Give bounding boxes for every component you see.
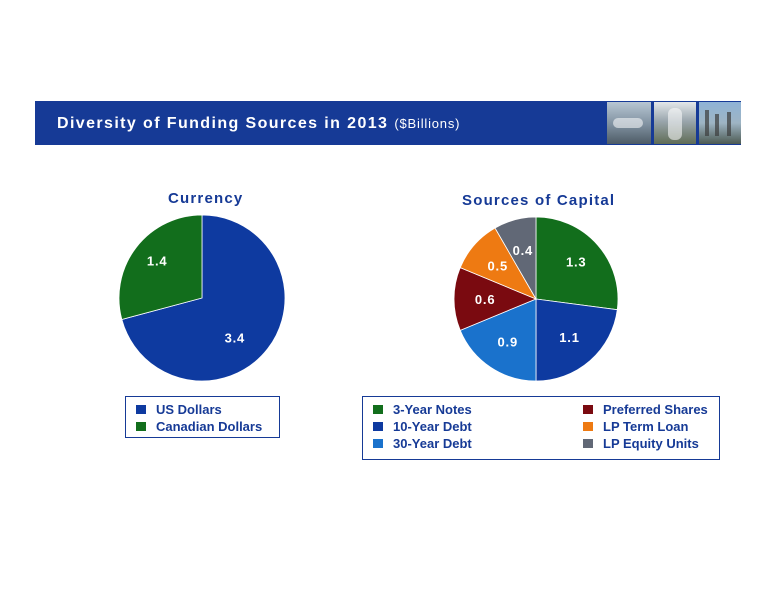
- legend-swatch: [583, 439, 593, 448]
- pie-slice-lp-equity-units: [494, 216, 537, 301]
- legend-swatch: [583, 422, 593, 431]
- legend-label: LP Equity Units: [603, 436, 699, 451]
- legend-swatch: [136, 405, 146, 414]
- legend-label: US Dollars: [156, 402, 222, 417]
- capital-legend: 3-Year Notes 10-Year Debt 30-Year Debt P…: [362, 396, 720, 460]
- legend-swatch: [136, 422, 146, 431]
- page-title: Diversity of Funding Sources in 2013 ($Bi…: [57, 115, 460, 133]
- legend-item-3-year-notes: 3-Year Notes: [373, 402, 472, 417]
- pie-slice-10-year-debt: [535, 298, 618, 382]
- data-label-lp-equity-units: 0.4: [513, 243, 533, 258]
- data-label-3-year-notes: 1.3: [566, 254, 586, 269]
- pie-slice-preferred-shares: [453, 267, 538, 331]
- industrial-photo-1: [607, 102, 651, 144]
- currency-legend: US Dollars Canadian Dollars: [125, 396, 280, 438]
- legend-label: 3-Year Notes: [393, 402, 472, 417]
- legend-label: Preferred Shares: [603, 402, 708, 417]
- legend-item-30-year-debt: 30-Year Debt: [373, 436, 472, 451]
- legend-swatch: [373, 405, 383, 414]
- capital-chart-title: Sources of Capital: [462, 192, 616, 209]
- data-label-30-year-debt: 0.9: [498, 334, 518, 349]
- legend-label: Canadian Dollars: [156, 419, 263, 434]
- pie-slice-30-year-debt: [459, 298, 537, 382]
- legend-label: 30-Year Debt: [393, 436, 472, 451]
- currency-pie: 3.4 1.4: [118, 214, 286, 382]
- capital-pie: 1.3 1.1 0.9 0.6 0.5 0.4: [453, 216, 619, 382]
- legend-swatch: [373, 422, 383, 431]
- pie-slice-3-year-notes: [535, 216, 619, 311]
- industrial-photo-2: [654, 102, 696, 144]
- legend-swatch: [373, 439, 383, 448]
- legend-item-canadian-dollars: Canadian Dollars: [136, 419, 262, 434]
- page-title-text: Diversity of Funding Sources in 2013: [57, 115, 389, 132]
- legend-item-preferred-shares: Preferred Shares: [583, 402, 708, 417]
- data-label-canadian-dollars: 1.4: [147, 254, 167, 269]
- page-title-unit: ($Billions): [394, 116, 461, 131]
- legend-item-10-year-debt: 10-Year Debt: [373, 419, 472, 434]
- currency-chart-title: Currency: [168, 190, 244, 207]
- legend-item-lp-equity-units: LP Equity Units: [583, 436, 699, 451]
- data-label-us-dollars: 3.4: [225, 330, 245, 345]
- data-label-10-year-debt: 1.1: [559, 330, 579, 345]
- legend-label: 10-Year Debt: [393, 419, 472, 434]
- legend-item-us-dollars: US Dollars: [136, 402, 222, 417]
- title-banner: Diversity of Funding Sources in 2013 ($Bi…: [35, 101, 741, 145]
- data-label-preferred-shares: 0.6: [475, 292, 495, 307]
- legend-swatch: [583, 405, 593, 414]
- pie-slice-us-dollars: [121, 214, 286, 382]
- industrial-photo-3: [699, 102, 741, 144]
- data-label-lp-term-loan: 0.5: [488, 258, 508, 273]
- legend-item-lp-term-loan: LP Term Loan: [583, 419, 688, 434]
- pie-slice-canadian-dollars: [118, 214, 203, 320]
- legend-label: LP Term Loan: [603, 419, 689, 434]
